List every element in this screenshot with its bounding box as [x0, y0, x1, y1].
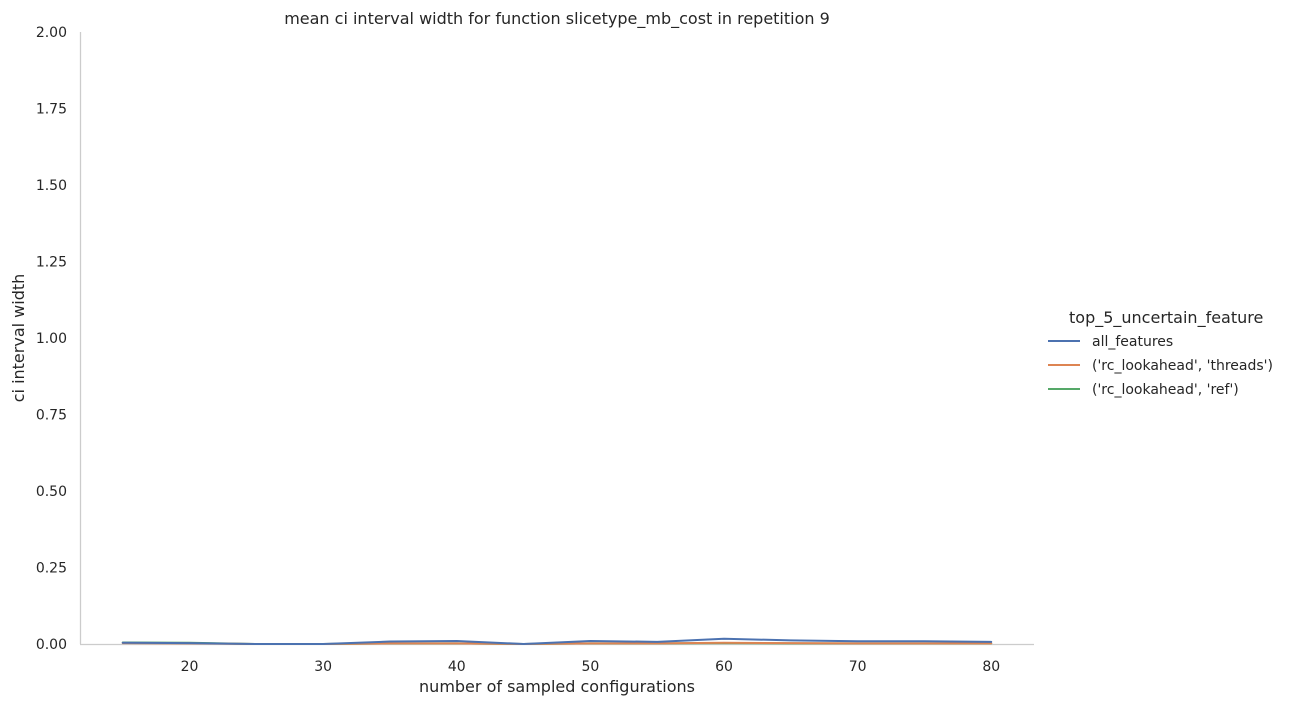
x-tick-label: 70	[849, 659, 867, 675]
x-tick-label: 80	[982, 659, 1000, 675]
x-tick-label: 50	[581, 659, 599, 675]
y-tick-label: 0.00	[36, 637, 67, 653]
chart-title: mean ci interval width for function slic…	[284, 9, 830, 29]
series-lines	[121, 637, 993, 645]
x-tick-label: 30	[314, 659, 332, 675]
x-axis-ticks: 20 30 40 50 60 70 80	[181, 659, 1001, 675]
y-axis-title: ci interval width	[9, 274, 28, 403]
y-tick-label: 0.50	[36, 484, 67, 500]
y-tick-label: 0.75	[36, 408, 67, 424]
series-line	[121, 637, 993, 645]
legend-items: all_features ('rc_lookahead', 'threads') (…	[1048, 334, 1273, 398]
legend: top_5_uncertain_feature all_features ('rc…	[1048, 308, 1273, 398]
x-tick-label: 40	[448, 659, 466, 675]
x-tick-label: 60	[715, 659, 733, 675]
y-tick-label: 1.50	[36, 178, 67, 194]
y-tick-label: 2.00	[36, 25, 67, 41]
y-axis-ticks: 0.00 0.25 0.50 0.75 1.00 1.25 1.50 1.75 2.00	[36, 25, 67, 653]
plot-area: 20 30 40 50 60 70 80 0.00 0.25 0.50 0.75 1.00 1.25 1…	[36, 25, 1034, 675]
y-tick-label: 1.75	[36, 102, 67, 118]
x-axis-title: number of sampled configurations	[419, 677, 695, 696]
legend-label: ('rc_lookahead', 'threads')	[1092, 358, 1273, 374]
legend-title: top_5_uncertain_feature	[1069, 308, 1263, 328]
legend-label: all_features	[1092, 334, 1173, 350]
legend-label: ('rc_lookahead', 'ref')	[1092, 382, 1239, 398]
y-tick-label: 1.25	[36, 255, 67, 271]
x-tick-label: 20	[181, 659, 199, 675]
y-tick-label: 0.25	[36, 561, 67, 577]
y-tick-label: 1.00	[36, 331, 67, 347]
